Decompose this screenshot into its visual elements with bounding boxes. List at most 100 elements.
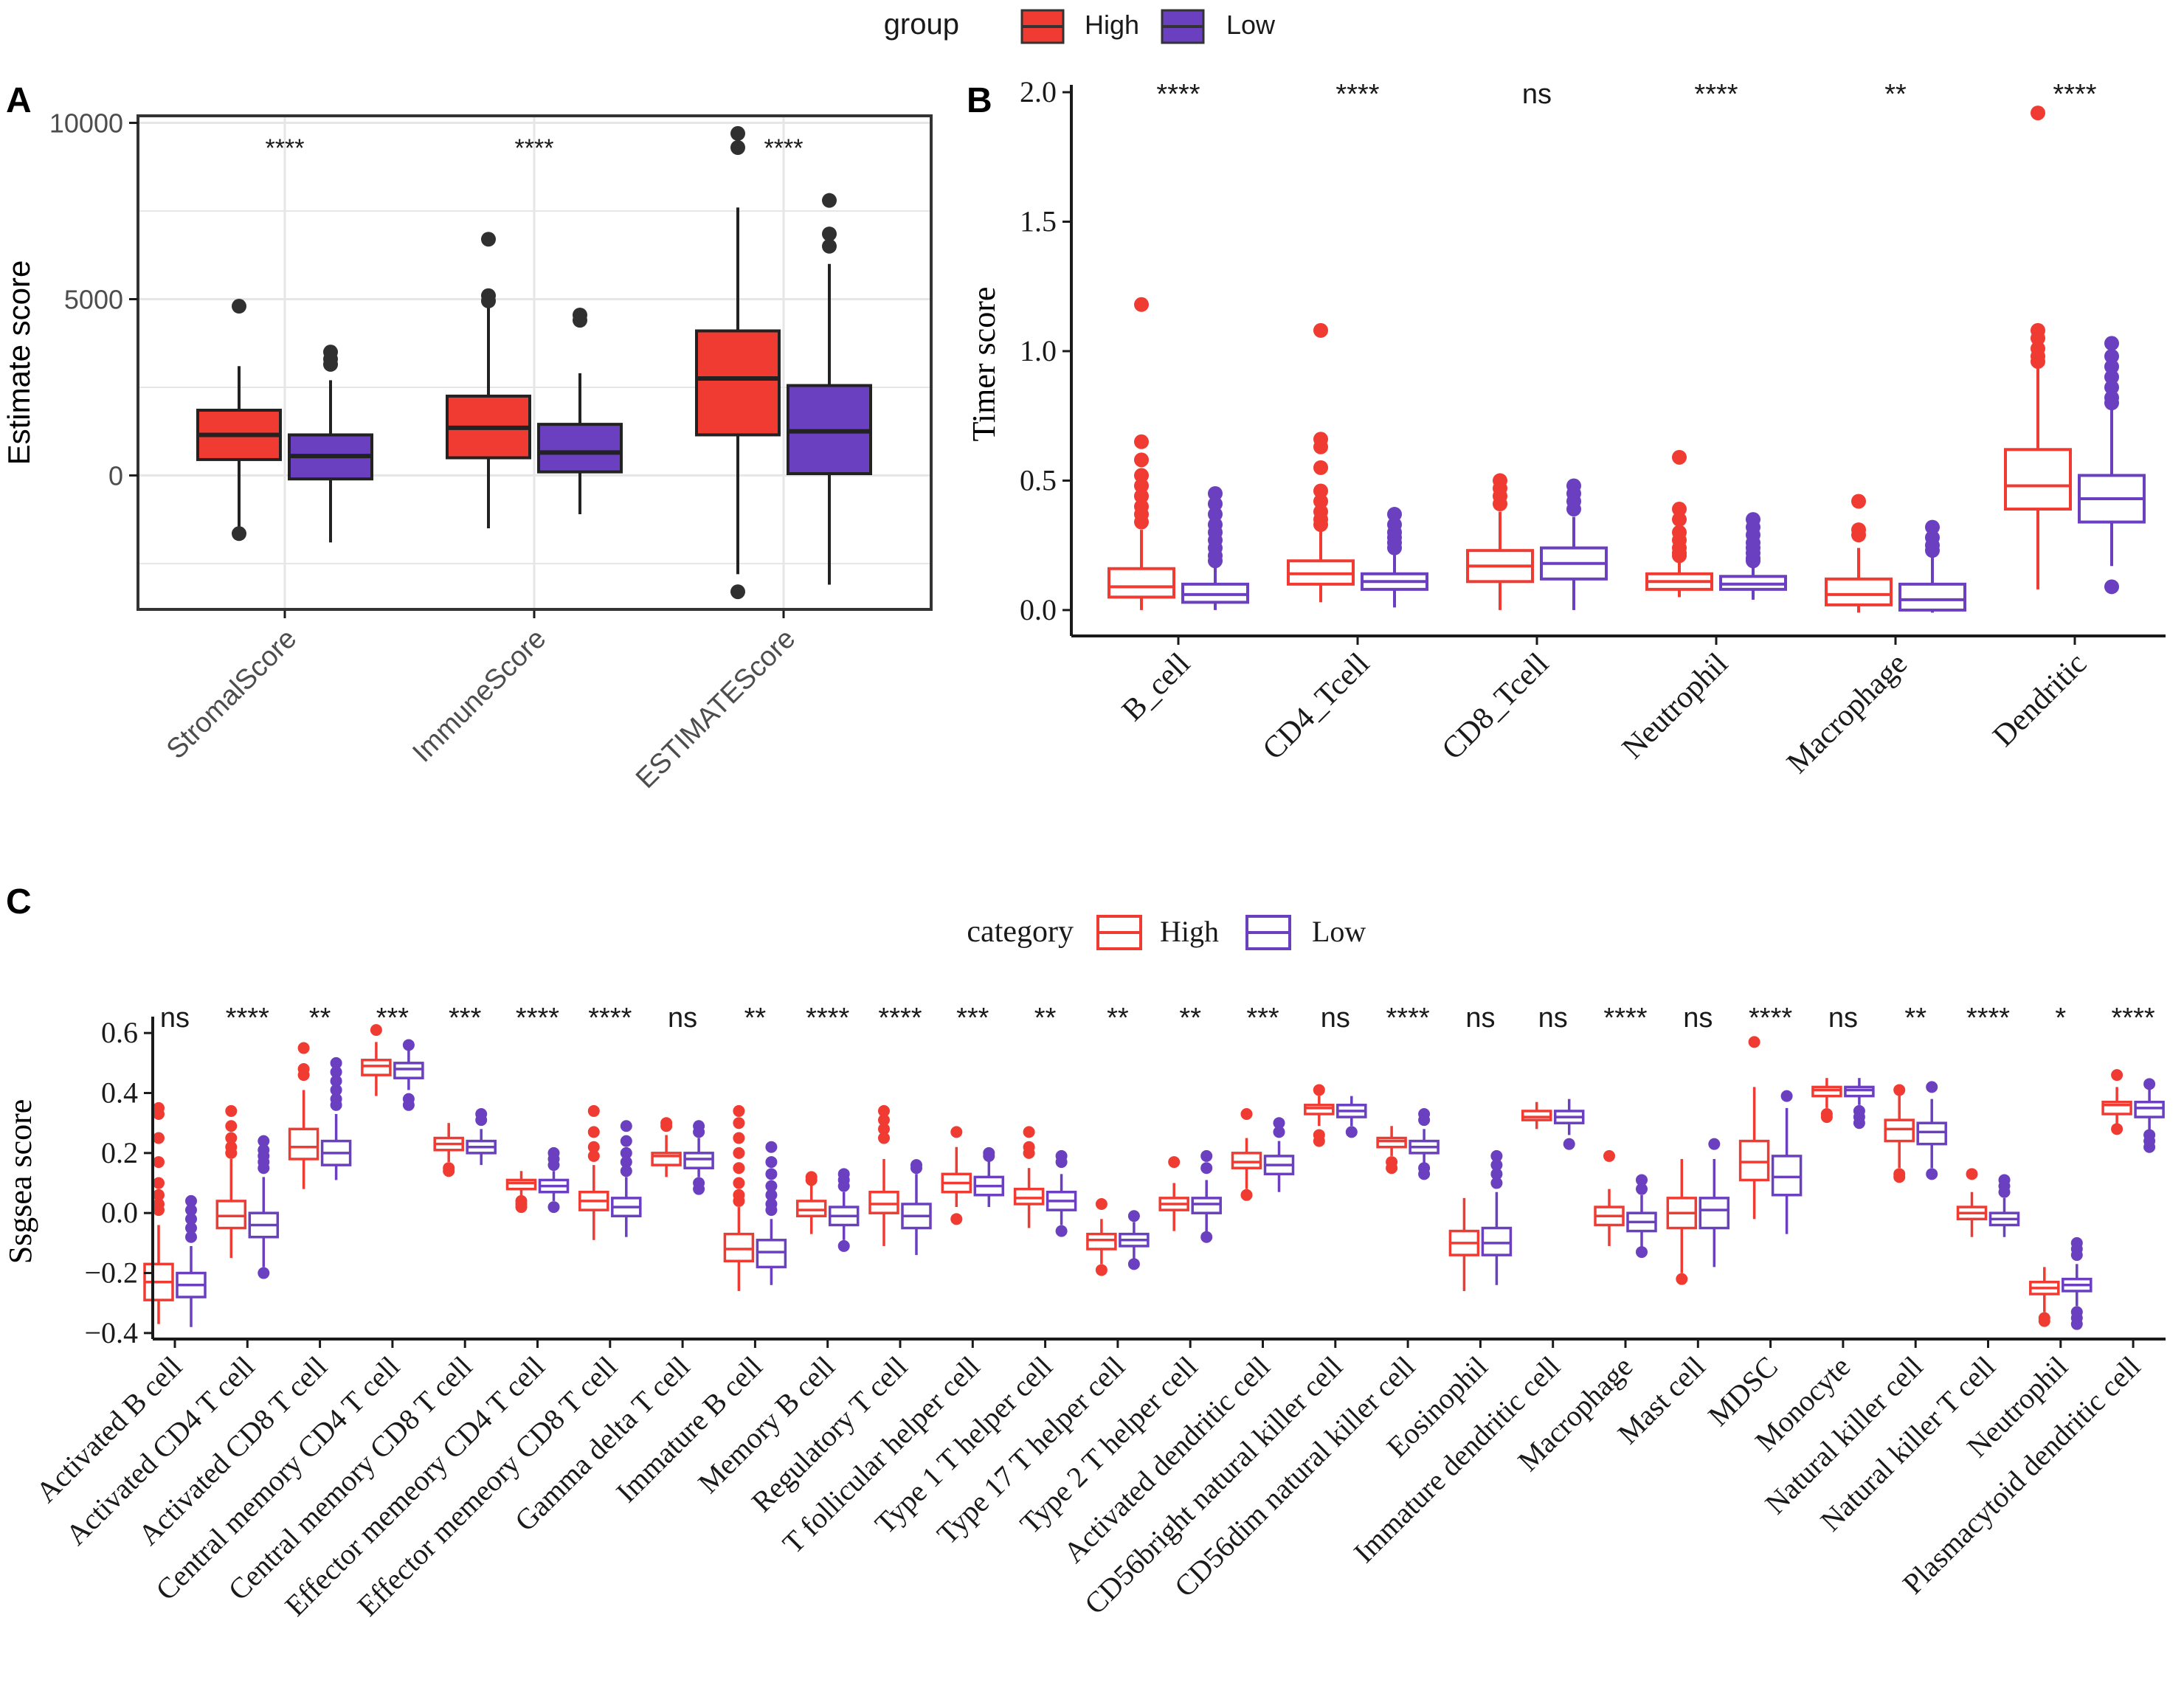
- significance-label: ****: [1156, 79, 1200, 110]
- outlier-point: [1095, 1198, 1107, 1210]
- outlier-point: [2104, 359, 2119, 375]
- legend-top-high-label: High: [1085, 10, 1139, 40]
- box-body: [1916, 1121, 1947, 1146]
- significance-label: ****: [806, 1003, 849, 1034]
- outlier-point: [1208, 485, 1223, 501]
- box-body: [393, 1062, 424, 1079]
- x-tick-label: Dendritic: [1986, 647, 2093, 754]
- box-body: [868, 1190, 899, 1214]
- outlier-point: [1345, 1126, 1358, 1138]
- box-b-2-high: [1466, 473, 1534, 610]
- box-body: [1825, 577, 1893, 606]
- outlier-point: [1023, 1126, 1035, 1138]
- outlier-point: [1134, 468, 1149, 483]
- box-b-3-high: [1645, 449, 1713, 598]
- significance-label: ****: [1386, 1003, 1430, 1034]
- box-b-0-low: [1181, 485, 1249, 610]
- y-tick-label: −0.2: [84, 1256, 138, 1290]
- outlier-point: [1493, 497, 1507, 512]
- outlier-point: [2031, 331, 2045, 346]
- significance-label: *: [2055, 1003, 2066, 1034]
- significance-label: **: [1884, 79, 1907, 110]
- outlier-point: [765, 1180, 778, 1192]
- outlier-point: [185, 1222, 197, 1234]
- outlier-point: [765, 1168, 778, 1180]
- outlier-point: [370, 1024, 382, 1037]
- significance-label: ns: [1538, 1003, 1568, 1034]
- box-c-18-high: [1448, 1197, 1480, 1291]
- outlier-point: [2111, 1069, 2123, 1082]
- box-c-3-high: [361, 1024, 392, 1096]
- outlier-point: [153, 1156, 165, 1169]
- significance-label: ****: [2112, 1003, 2155, 1034]
- outlier-point: [765, 1204, 778, 1217]
- x-tick-label: Neutrophil: [1616, 647, 1735, 766]
- outlier-point: [1387, 507, 1402, 522]
- outlier-point: [733, 1194, 745, 1207]
- box-c-22-high: [1738, 1036, 1770, 1220]
- outlier-point: [822, 238, 837, 254]
- outlier-point: [733, 1146, 745, 1159]
- outlier-point: [587, 1126, 600, 1138]
- panel-label-a: A: [6, 81, 32, 120]
- outlier-point: [297, 1042, 310, 1054]
- legend-c-title: category: [967, 915, 1074, 949]
- outlier-point: [822, 226, 837, 242]
- outlier-point: [1208, 497, 1223, 512]
- significance-label: ****: [515, 134, 554, 162]
- outlier-point: [1134, 514, 1149, 530]
- outlier-point: [1200, 1231, 1213, 1243]
- box-body: [361, 1059, 392, 1076]
- outlier-point: [1095, 1264, 1107, 1276]
- x-tick-label: CD8_Tcell: [1436, 647, 1555, 767]
- outlier-point: [1313, 517, 1328, 533]
- outlier-point: [733, 1162, 745, 1175]
- outlier-point: [232, 299, 246, 314]
- outlier-point: [225, 1120, 238, 1132]
- box-body: [215, 1200, 247, 1230]
- outlier-point: [1490, 1177, 1503, 1189]
- outlier-point: [185, 1194, 197, 1207]
- significance-label: ****: [588, 1003, 632, 1034]
- outlier-point: [587, 1141, 600, 1153]
- box-c-23-low: [1844, 1078, 1875, 1130]
- box-c-18-low: [1481, 1149, 1513, 1285]
- outlier-point: [547, 1201, 560, 1214]
- outlier-point: [225, 1104, 238, 1117]
- outlier-point: [1313, 1135, 1325, 1147]
- outlier-point: [878, 1104, 890, 1117]
- outlier-point: [443, 1165, 455, 1177]
- y-axis-title: Estimate score: [1, 260, 36, 466]
- box-c-25-low: [1988, 1174, 2020, 1237]
- box-c-17-low: [1409, 1108, 1440, 1180]
- significance-label: ****: [1694, 79, 1738, 110]
- outlier-point: [573, 313, 587, 328]
- outlier-point: [693, 1126, 705, 1138]
- outlier-point: [330, 1075, 342, 1087]
- outlier-point: [1490, 1168, 1503, 1180]
- y-tick-label: 1.0: [1020, 334, 1057, 367]
- outlier-point: [258, 1135, 270, 1147]
- outlier-point: [1676, 1273, 1688, 1285]
- outlier-point: [2104, 380, 2119, 395]
- outlier-point: [1490, 1149, 1503, 1162]
- outlier-point: [1168, 1156, 1181, 1169]
- box-b-1-high: [1287, 322, 1355, 603]
- box-c-20-high: [1594, 1149, 1625, 1246]
- x-tick-label: B_cell: [1116, 647, 1197, 728]
- box-a-1-high: [446, 232, 531, 529]
- box-b-1-low: [1361, 507, 1428, 608]
- significance-label: **: [1107, 1003, 1129, 1034]
- x-tick-label: ImmuneScore: [407, 623, 552, 769]
- y-axis-title: Ssgsea score: [2, 1099, 38, 1265]
- box-c-3-low: [393, 1039, 424, 1111]
- legend-c-high-label: High: [1160, 915, 1219, 948]
- box-c-8-high: [723, 1104, 755, 1291]
- outlier-point: [1925, 543, 1940, 558]
- outlier-point: [1418, 1168, 1431, 1180]
- box-body: [1481, 1226, 1513, 1256]
- outlier-point: [1387, 540, 1402, 556]
- outlier-point: [1926, 1168, 1938, 1180]
- box-c-16-high: [1304, 1084, 1335, 1147]
- x-tick-label: ESTIMATEScore: [630, 623, 801, 795]
